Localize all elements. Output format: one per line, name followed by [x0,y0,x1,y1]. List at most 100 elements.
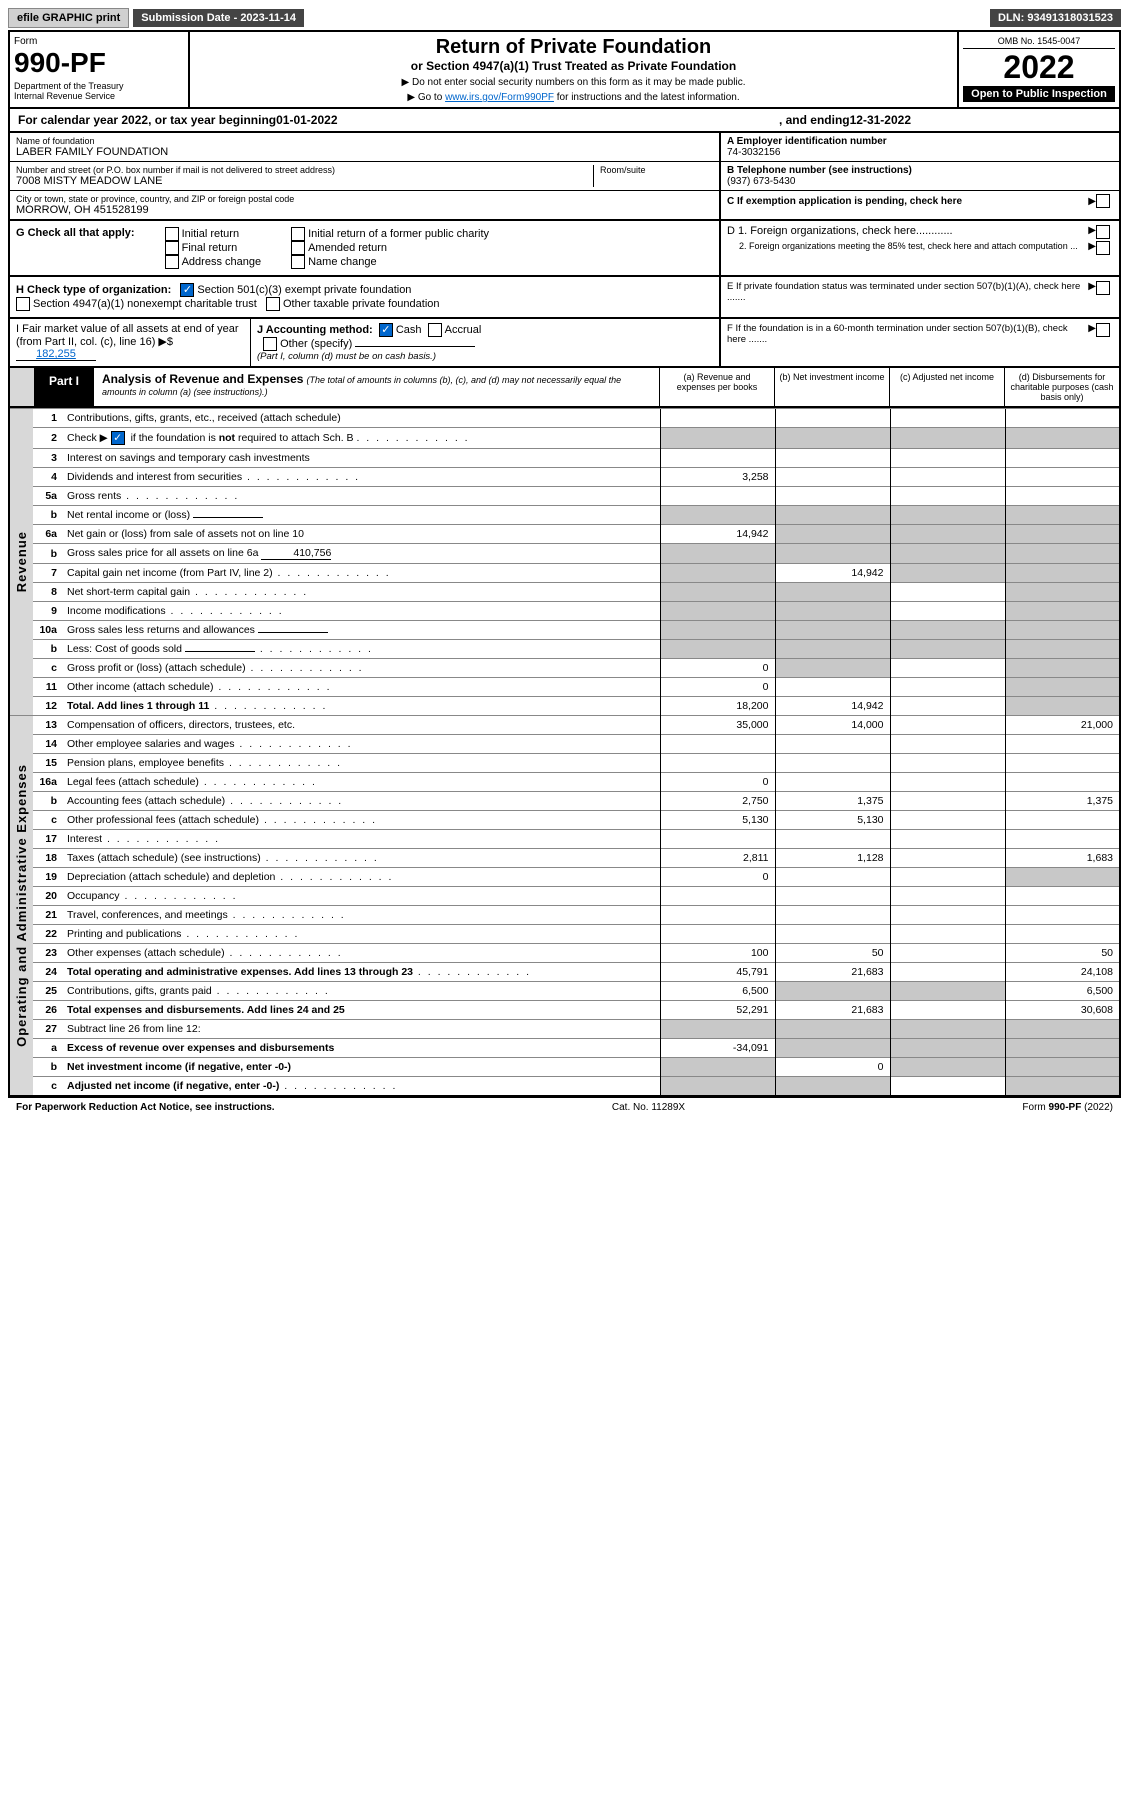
amt-col-d [1005,773,1120,792]
line-desc: Other income (attach schedule) [63,678,660,697]
table-row: cAdjusted net income (if negative, enter… [9,1077,1120,1097]
irs-link[interactable]: www.irs.gov/Form990PF [445,92,554,103]
ein-label: A Employer identification number [727,136,1113,147]
d2-checkbox[interactable] [1096,241,1110,255]
table-row: bGross sales price for all assets on lin… [9,544,1120,564]
g-initial-former[interactable] [291,227,305,241]
line-desc: Printing and publications [63,925,660,944]
calyear-begin: 01-01-2022 [276,113,337,127]
amt-col-c [890,564,1005,583]
line-number: 13 [33,716,63,735]
amt-col-c [890,583,1005,602]
amt-col-d [1005,697,1120,716]
amt-col-a [660,1058,775,1077]
part1-table: Revenue1Contributions, gifts, grants, et… [8,408,1121,1097]
j-accrual-checkbox[interactable] [428,323,442,337]
g-initial-return[interactable] [165,227,179,241]
amt-col-d [1005,659,1120,678]
g-final-return[interactable] [165,241,179,255]
line-number: 19 [33,868,63,887]
amt-col-a [660,544,775,564]
footer-mid: Cat. No. 11289X [612,1102,685,1113]
amt-col-a: 0 [660,678,775,697]
table-row: Operating and Administrative Expenses13C… [9,716,1120,735]
arrow-icon: ▶ [1088,281,1096,303]
amt-col-a [660,906,775,925]
arrow-icon: ▶ [1088,241,1096,255]
amt-col-b: 50 [775,944,890,963]
form-label: Form [14,36,184,47]
line-number: b [33,506,63,525]
amt-col-d [1005,583,1120,602]
line-desc: Total operating and administrative expen… [63,963,660,982]
table-row: 6aNet gain or (loss) from sale of assets… [9,525,1120,544]
line-number: 6a [33,525,63,544]
line-desc: Contributions, gifts, grants, etc., rece… [63,409,660,428]
amt-col-c [890,697,1005,716]
amt-col-c [890,887,1005,906]
amt-col-a [660,428,775,449]
table-row: 26Total expenses and disbursements. Add … [9,1001,1120,1020]
i-label: I Fair market value of all assets at end… [16,323,239,348]
line-desc: Gross sales less returns and allowances [63,621,660,640]
form-note1: ▶ Do not enter social security numbers o… [198,77,949,88]
e-checkbox[interactable] [1096,281,1110,295]
c-label: C If exemption application is pending, c… [727,196,1088,207]
amt-col-d [1005,449,1120,468]
h-501c3-checkbox[interactable]: ✓ [180,283,194,297]
amt-col-b [775,506,890,525]
amt-col-d [1005,564,1120,583]
table-row: 11Other income (attach schedule)0 [9,678,1120,697]
addr-label: Number and street (or P.O. box number if… [16,165,593,175]
amt-col-b: 14,000 [775,716,890,735]
foundation-name: LABER FAMILY FOUNDATION [16,146,713,158]
table-row: 24Total operating and administrative exp… [9,963,1120,982]
line-number: 5a [33,487,63,506]
d1-checkbox[interactable] [1096,225,1110,239]
line-number: 4 [33,468,63,487]
j-other-checkbox[interactable] [263,337,277,351]
amt-col-c [890,506,1005,525]
amt-col-a: 14,942 [660,525,775,544]
line-number: 21 [33,906,63,925]
j-note: (Part I, column (d) must be on cash basi… [257,351,713,362]
f-checkbox[interactable] [1096,323,1110,337]
line-number: c [33,1077,63,1097]
amt-col-b [775,525,890,544]
amt-col-b [775,887,890,906]
amt-col-a [660,1020,775,1039]
amt-col-b [775,428,890,449]
g-name-change[interactable] [291,255,305,269]
line-desc: Check ▶ ✓ if the foundation is not requi… [63,428,660,449]
amt-col-b: 1,128 [775,849,890,868]
h-other-checkbox[interactable] [266,297,280,311]
amt-col-c [890,544,1005,564]
c-checkbox[interactable] [1096,194,1110,208]
amt-col-d [1005,640,1120,659]
amt-col-b: 14,942 [775,697,890,716]
amt-col-d [1005,506,1120,525]
amt-col-d [1005,735,1120,754]
amt-col-b [775,468,890,487]
d1-label: D 1. Foreign organizations, check here..… [727,225,1088,239]
amt-col-b [775,1039,890,1058]
amt-col-b [775,925,890,944]
j-cash-checkbox[interactable]: ✓ [379,323,393,337]
efile-print-button[interactable]: efile GRAPHIC print [8,8,129,28]
amt-col-b: 5,130 [775,811,890,830]
form-title: Return of Private Foundation [198,36,949,59]
g-address-change[interactable] [165,255,179,269]
line-number: 15 [33,754,63,773]
amt-col-c [890,830,1005,849]
table-row: 21Travel, conferences, and meetings [9,906,1120,925]
g-opt4: Amended return [308,242,387,254]
table-row: 14Other employee salaries and wages [9,735,1120,754]
g-amended[interactable] [291,241,305,255]
col-a-header: (a) Revenue and expenses per books [659,368,774,406]
line-desc: Excess of revenue over expenses and disb… [63,1039,660,1058]
line-desc: Taxes (attach schedule) (see instruction… [63,849,660,868]
amt-col-b [775,409,890,428]
line-number: 18 [33,849,63,868]
h-4947-checkbox[interactable] [16,297,30,311]
line-desc: Total expenses and disbursements. Add li… [63,1001,660,1020]
